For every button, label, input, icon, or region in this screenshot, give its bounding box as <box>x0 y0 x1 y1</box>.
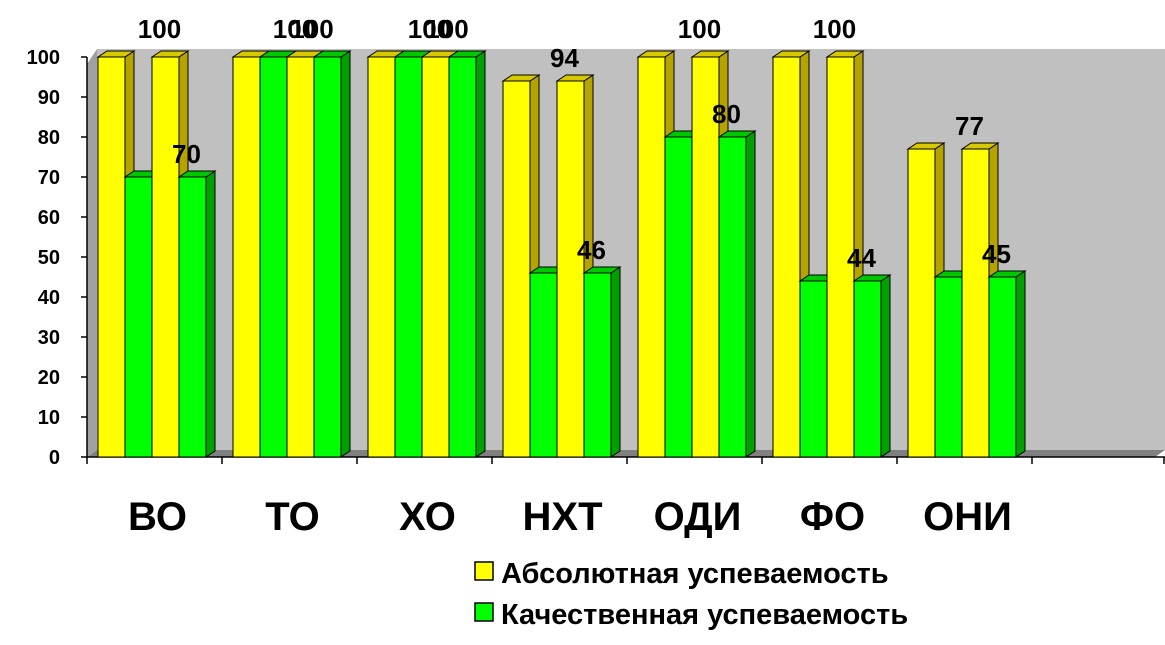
bar <box>717 130 757 458</box>
x-category-label: ХО <box>399 495 456 539</box>
y-tick-label: 0 <box>49 447 60 469</box>
legend: Абсолютная успеваемость Качественная успе… <box>474 558 908 631</box>
bar <box>582 266 622 458</box>
bar-front <box>124 176 153 458</box>
bar-front <box>178 176 207 458</box>
data-label: 100 <box>138 14 181 44</box>
x-category-label: ОНИ <box>923 495 1012 539</box>
data-label: 100 <box>678 14 721 44</box>
bar-front <box>448 56 477 458</box>
x-category-label: ВО <box>128 495 187 539</box>
bar-front <box>286 56 315 458</box>
bar-front <box>583 272 612 458</box>
data-label: 100 <box>813 14 856 44</box>
bar-front <box>718 136 747 458</box>
bar-front <box>664 136 693 458</box>
data-label: 100 <box>408 14 451 44</box>
bar-series <box>96 50 1027 458</box>
bar-side <box>1015 270 1026 458</box>
data-label: 45 <box>982 239 1011 269</box>
bar <box>312 50 352 458</box>
bar-front <box>232 56 261 458</box>
bar-side <box>880 274 891 458</box>
bar-front <box>97 56 126 458</box>
y-tick-label: 90 <box>38 87 60 109</box>
data-label: 100 <box>425 14 468 44</box>
bar-front <box>367 56 396 458</box>
x-axis: ВО ТО ХО НХТ ОДИ ФО ОНИ <box>86 456 1165 539</box>
x-category-label: ТО <box>265 495 320 539</box>
bar <box>177 170 217 458</box>
y-tick-label: 20 <box>38 367 60 389</box>
y-tick-label: 50 <box>38 247 60 269</box>
legend-entry: Качественная успеваемость <box>501 599 908 631</box>
y-tick-label: 10 <box>38 407 60 429</box>
y-tick-label: 60 <box>38 207 60 229</box>
bar-front <box>961 148 990 458</box>
bar-front <box>313 56 342 458</box>
bar-front <box>637 56 666 458</box>
plot-floor <box>87 450 1165 457</box>
bar-front <box>502 80 531 458</box>
bar-side <box>475 50 486 458</box>
plot-back-wall <box>97 49 1165 450</box>
bar-front <box>907 148 936 458</box>
data-label: 100 <box>290 14 333 44</box>
bar-front <box>421 56 450 458</box>
y-axis: 0 10 20 30 40 50 60 70 80 90 100 <box>27 47 88 469</box>
bar-front <box>529 272 558 458</box>
data-label: 77 <box>955 111 984 141</box>
y-tick-label: 70 <box>38 167 60 189</box>
y-tick-label: 30 <box>38 327 60 349</box>
y-tick-label: 80 <box>38 127 60 149</box>
bar-front <box>151 56 180 458</box>
x-category-label: НХТ <box>523 495 603 539</box>
legend-swatch <box>474 602 494 622</box>
data-label: 94 <box>550 43 579 73</box>
bar-front <box>934 276 963 458</box>
legend-swatch <box>474 561 494 581</box>
bar-front <box>853 280 882 458</box>
data-label: 44 <box>847 243 876 273</box>
data-label: 100 <box>273 14 316 44</box>
bar-side <box>610 266 621 458</box>
data-label: 46 <box>577 235 606 265</box>
bar-side <box>205 170 216 458</box>
plot-side-wall <box>87 49 97 457</box>
data-label: 70 <box>172 139 201 169</box>
bar-front <box>556 80 585 458</box>
bar <box>987 270 1027 458</box>
bar-front <box>988 276 1017 458</box>
bar-front <box>799 280 828 458</box>
y-tick-label: 40 <box>38 287 60 309</box>
bar-front <box>394 56 423 458</box>
bar-side <box>340 50 351 458</box>
bar <box>447 50 487 458</box>
data-label: 80 <box>712 99 741 129</box>
bar-front <box>772 56 801 458</box>
bar-front <box>259 56 288 458</box>
legend-entry: Абсолютная успеваемость <box>501 558 889 590</box>
bar-front <box>826 56 855 458</box>
bar-front <box>691 56 720 458</box>
bar <box>852 274 892 458</box>
x-category-label: ФО <box>800 495 865 539</box>
bar-side <box>745 130 756 458</box>
y-tick-label: 100 <box>27 47 60 69</box>
x-category-label: ОДИ <box>654 495 742 539</box>
